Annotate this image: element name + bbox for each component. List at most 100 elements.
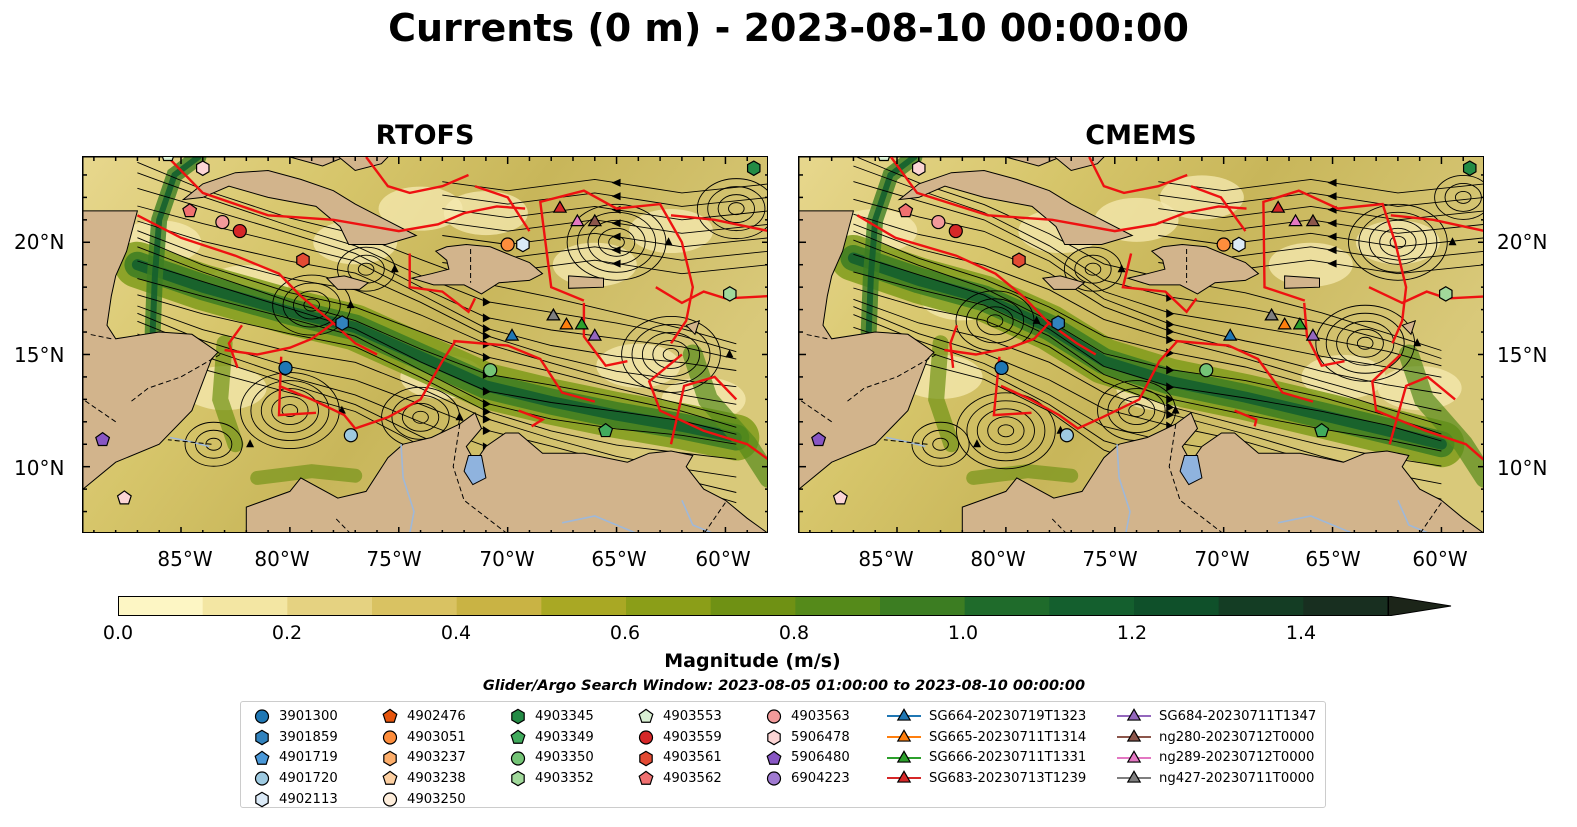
lon-label-80w: 80°W — [254, 547, 310, 571]
legend-marker — [896, 749, 912, 763]
legend-item: 4901720 — [253, 768, 338, 789]
legend-label: 4903350 — [535, 750, 594, 766]
legend-label: 3901300 — [279, 708, 338, 724]
legend-item: 4901719 — [253, 747, 338, 768]
hexagon-marker-icon — [767, 729, 781, 746]
platform-4903563-marker — [931, 214, 946, 230]
legend-column: 4903345 4903349 4903350 4903352 — [509, 706, 594, 789]
legend-marker — [511, 771, 525, 787]
colorbar-segment — [287, 596, 373, 616]
pentagon-marker-icon — [766, 750, 782, 765]
triangle-marker-icon — [1117, 708, 1151, 722]
legend-marker — [254, 750, 270, 765]
platform-sg664-marker — [1222, 328, 1238, 341]
legend-marker — [639, 750, 653, 767]
platform-4903352-marker — [723, 286, 737, 302]
platform-4903561-marker — [296, 252, 310, 269]
platform-ng427-marker — [546, 307, 561, 321]
legend-marker — [1126, 749, 1142, 763]
hexagon-marker-icon — [383, 750, 397, 767]
legend-label: 4901719 — [279, 750, 338, 766]
legend-item: SG666-20230711T1331 — [887, 747, 1086, 768]
legend-marker — [382, 730, 398, 745]
colorbar-segment — [626, 596, 712, 616]
legend-item: 4902476 — [381, 706, 466, 727]
hexagon-marker-icon — [511, 709, 525, 725]
land — [799, 157, 1483, 532]
legend-item: 4903238 — [381, 768, 466, 789]
circle-marker-icon — [254, 709, 270, 724]
legend-label: 4903345 — [535, 708, 594, 724]
platform-sg684-marker — [1305, 328, 1321, 341]
legend-item: 4903237 — [381, 747, 466, 768]
lat-label-20n: 20°N — [14, 230, 65, 254]
legend-label: 6904223 — [791, 770, 850, 786]
legend-item: SG664-20230719T1323 — [887, 706, 1086, 727]
legend-item: 4903553 — [637, 706, 722, 727]
legend-marker — [255, 729, 269, 746]
legend-marker — [383, 750, 397, 767]
triangle-marker-icon — [1117, 770, 1151, 784]
legend-item: 5906480 — [765, 747, 850, 768]
legend-item: 4903562 — [637, 768, 722, 789]
platform-5906478-marker — [195, 160, 210, 177]
legend-marker — [382, 708, 398, 724]
lat-label-15n: 15°N — [14, 343, 65, 367]
legend-column: SG664-20230719T1323 SG665-20230711T1314 SG… — [887, 706, 1086, 789]
hexagon-marker-icon — [255, 791, 269, 808]
caribbean-current-jet — [114, 157, 767, 488]
legend-item: 4903561 — [637, 747, 722, 768]
legend-marker — [896, 770, 912, 784]
platform-4903559-marker — [948, 223, 963, 239]
colorbar-tick: 0.4 — [440, 622, 472, 644]
lake-maracaibo — [1179, 455, 1203, 486]
colorbar-segment — [541, 596, 627, 616]
colorbar-segment — [1049, 596, 1135, 616]
legend-label: 4903237 — [407, 750, 466, 766]
colorbar-segment — [456, 596, 542, 616]
legend-item: 5906478 — [765, 727, 850, 748]
legend-label: SG666-20230711T1331 — [929, 750, 1087, 766]
legend-marker — [382, 792, 398, 807]
lon-label-85w-right: 85°W — [858, 547, 914, 571]
colorbar-segment — [118, 596, 204, 616]
map-canvas-cmems — [799, 157, 1483, 532]
platform-4903345-marker — [1462, 160, 1477, 177]
legend-item: 3901859 — [253, 727, 338, 748]
legend-label: 4903562 — [663, 770, 722, 786]
axis-ticks — [83, 157, 767, 532]
legend-label: 4903559 — [663, 729, 722, 745]
colorbar-segment — [1218, 596, 1304, 616]
legend-marker — [766, 771, 782, 787]
lon-label-80w-right: 80°W — [970, 547, 1026, 571]
map-panel-rtofs[interactable] — [82, 156, 768, 533]
legend-item: ng427-20230711T0000 — [1117, 768, 1316, 789]
legend-column: 4903553 4903559 4903561 4903562 — [637, 706, 722, 789]
figure-title: Currents (0 m) - 2023-08-10 00:00:00 — [388, 6, 1189, 50]
triangle-marker-icon — [887, 708, 921, 722]
platform-3901859-marker — [1051, 315, 1065, 331]
colorbar-segment — [202, 596, 288, 616]
platform-4901720-marker — [343, 428, 358, 443]
platform-5906480-marker — [811, 431, 827, 447]
circle-marker-icon — [766, 771, 782, 787]
legend-label: SG664-20230719T1323 — [929, 708, 1087, 724]
legend-marker — [767, 729, 781, 746]
colorbar-tick: 1.2 — [1116, 622, 1148, 644]
map-panel-cmems[interactable] — [798, 156, 1484, 533]
platform-ng289-marker — [1288, 213, 1303, 227]
circle-marker-icon — [510, 751, 526, 766]
platform-4903562-marker — [182, 202, 198, 218]
legend-item: 4903349 — [509, 727, 594, 748]
platform-4903563-marker — [215, 214, 230, 230]
legend-label: SG665-20230711T1314 — [929, 729, 1087, 745]
legend-label: 4901720 — [279, 770, 338, 786]
country-borders — [799, 249, 1442, 532]
legend-label: 5906480 — [791, 750, 850, 766]
legend-item: 4903051 — [381, 727, 466, 748]
legend-label: ng427-20230711T0000 — [1159, 770, 1315, 786]
platform-sg666-marker — [574, 316, 589, 330]
legend-column: 3901300 3901859 4901719 4901720 4902113 — [253, 706, 338, 809]
legend-label: 4903561 — [663, 750, 722, 766]
legend-marker — [638, 708, 654, 724]
